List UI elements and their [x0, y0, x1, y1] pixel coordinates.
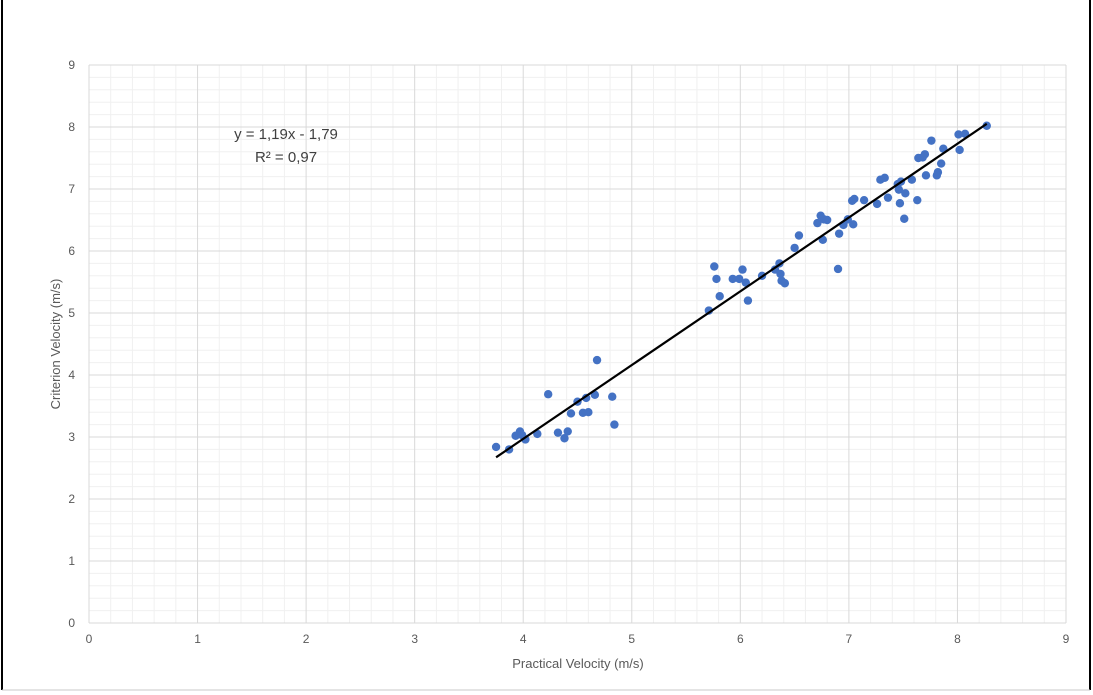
x-tick-label: 5 [628, 632, 635, 646]
data-point [813, 218, 822, 228]
data-point [822, 215, 832, 225]
data-point [712, 274, 721, 284]
data-point [895, 199, 905, 208]
data-point [728, 274, 737, 284]
data-point [921, 171, 931, 180]
data-point [738, 265, 747, 274]
data-point [907, 175, 917, 184]
x-tick-label: 4 [520, 632, 527, 646]
data-point [901, 189, 910, 198]
data-point [521, 435, 530, 444]
r-squared-label: R² = 0,97 [255, 149, 317, 166]
data-point [859, 195, 869, 205]
minor-grid [89, 65, 1066, 623]
x-tick-label: 7 [846, 632, 853, 646]
data-point [894, 185, 904, 194]
major-grid [88, 64, 1067, 624]
data-point [982, 121, 991, 130]
x-tick-label: 6 [737, 632, 744, 646]
y-axis-title: Criterion Velocity (m/s) [48, 279, 63, 410]
data-point [927, 136, 936, 145]
y-tick-label: 8 [68, 120, 75, 134]
x-tick-label: 0 [86, 632, 93, 646]
data-point [900, 214, 909, 223]
data-point [880, 173, 889, 183]
data-point [794, 231, 804, 240]
data-point [592, 355, 602, 365]
data-point [936, 159, 946, 168]
data-point [872, 199, 882, 209]
data-point [920, 150, 930, 159]
data-point [850, 194, 859, 204]
y-tick-label: 4 [68, 368, 75, 382]
data-point [834, 229, 844, 238]
data-point [566, 409, 576, 418]
data-point [543, 390, 553, 399]
data-point [954, 130, 963, 139]
data-point [933, 168, 943, 177]
x-tick-label: 2 [303, 632, 310, 646]
data-point [913, 195, 922, 205]
data-point [849, 220, 858, 229]
data-point [710, 262, 719, 271]
data-point [491, 442, 501, 452]
trendline [495, 122, 988, 459]
y-tick-labels: 0 1 2 3 4 5 6 7 8 9 [68, 58, 75, 630]
x-tick-label: 8 [954, 632, 961, 646]
y-tick-label: 1 [68, 554, 75, 568]
data-point [608, 392, 617, 401]
y-tick-label: 0 [68, 616, 75, 630]
x-tick-label: 1 [194, 632, 201, 646]
y-tick-label: 9 [68, 58, 75, 72]
data-point [955, 145, 964, 155]
data-point [776, 269, 785, 279]
x-tick-labels: 0 1 2 3 4 5 6 7 8 9 [86, 632, 1070, 646]
data-point [584, 408, 593, 417]
data-point [780, 279, 790, 288]
data-point [743, 296, 753, 305]
y-tick-label: 2 [68, 492, 75, 506]
data-point [553, 428, 563, 437]
data-point [715, 292, 724, 301]
data-point [883, 193, 893, 202]
y-tick-label: 5 [68, 306, 75, 320]
data-point [610, 420, 619, 429]
data-point [833, 264, 843, 274]
data-point [560, 434, 569, 443]
y-tick-label: 3 [68, 430, 75, 444]
x-axis-title: Practical Velocity (m/s) [512, 656, 643, 671]
data-point [563, 427, 572, 436]
data-point [741, 278, 750, 287]
data-point [735, 274, 744, 284]
y-tick-label: 6 [68, 244, 75, 258]
y-tick-label: 7 [68, 182, 75, 196]
equation-label: y = 1,19x - 1,79 [234, 126, 338, 143]
data-point [704, 306, 714, 315]
data-point [790, 243, 799, 253]
x-tick-label: 3 [411, 632, 418, 646]
x-tick-label: 9 [1063, 632, 1070, 646]
